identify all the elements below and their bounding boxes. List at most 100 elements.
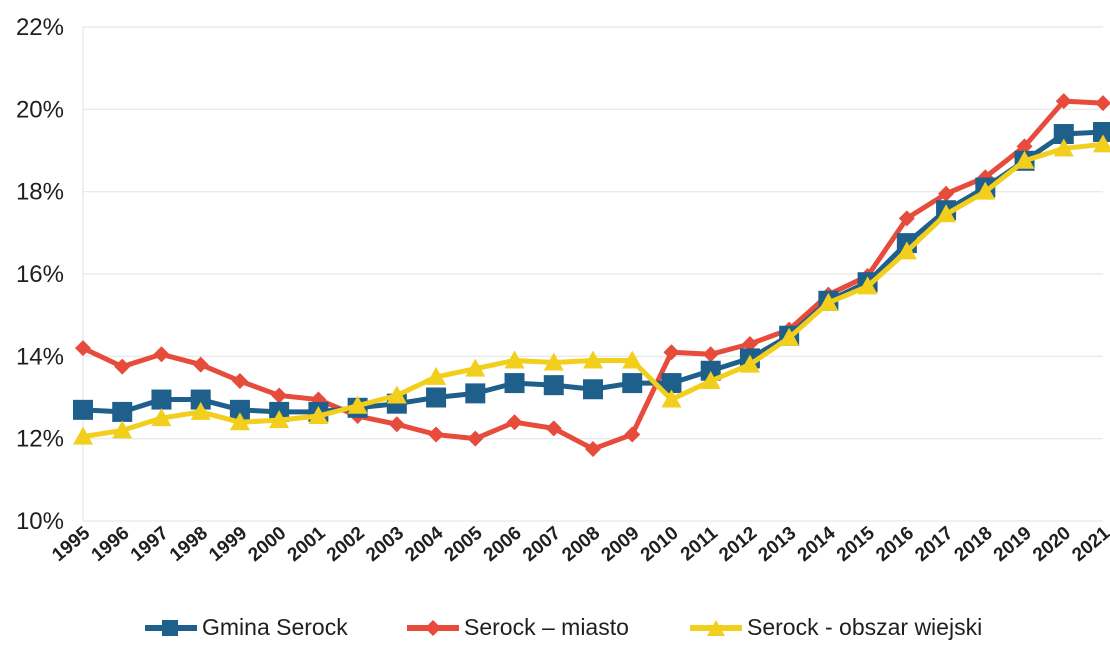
x-tick-label: 2000 [244, 523, 290, 566]
data-point [426, 366, 447, 385]
y-tick-label: 14% [16, 343, 64, 370]
legend-label: Gmina Serock [202, 614, 348, 640]
data-point [73, 399, 93, 420]
data-point [229, 399, 250, 420]
data-point [112, 401, 133, 422]
data-point [898, 210, 915, 227]
data-point [661, 389, 682, 408]
legend: Gmina Serock Serock – miasto Serock - ob… [0, 614, 1110, 642]
data-point [151, 389, 172, 410]
x-tick-label: 2003 [362, 523, 408, 566]
x-tick-label: 2012 [715, 523, 761, 566]
y-tick-label: 16% [16, 261, 64, 288]
legend-label: Serock - obszar wiejski [747, 614, 983, 640]
data-point [1016, 138, 1033, 155]
data-point [426, 387, 447, 408]
x-tick-label: 2014 [794, 522, 840, 566]
data-point [936, 204, 957, 223]
legend-swatch-diamond [407, 619, 459, 636]
y-axis: 10% 12% 14% 16% 18% 20% 22% [16, 14, 64, 535]
data-point [467, 430, 484, 447]
data-point [504, 350, 525, 369]
data-point [73, 426, 93, 445]
data-point [428, 426, 445, 443]
data-point [702, 346, 719, 363]
y-tick-label: 18% [16, 179, 64, 206]
data-point [661, 373, 682, 394]
data-point [543, 375, 564, 396]
data-point [700, 360, 721, 381]
x-tick-label: 2016 [872, 523, 918, 566]
data-point [190, 401, 211, 420]
data-point [583, 379, 603, 400]
data-point [975, 181, 996, 200]
data-point [857, 276, 878, 295]
data-point [112, 420, 133, 439]
data-point [151, 408, 172, 427]
data-point [543, 352, 564, 371]
data-point [1093, 121, 1110, 142]
x-tick-label: 1998 [166, 523, 212, 566]
series-triangle [73, 134, 1110, 445]
x-tick-label: 2006 [480, 523, 526, 566]
data-point [663, 344, 680, 361]
data-point [622, 373, 643, 394]
x-tick-label: 2001 [284, 522, 330, 566]
x-tick-label: 2007 [519, 523, 565, 566]
data-point [114, 358, 131, 375]
x-tick-label: 2011 [677, 522, 722, 565]
data-point [347, 395, 368, 414]
data-point [192, 356, 209, 373]
x-tick-label: 2005 [441, 522, 487, 566]
y-tick-label: 12% [16, 426, 64, 453]
x-tick-label: 2010 [637, 523, 683, 566]
legend-item-serock-miasto: Serock – miasto [405, 614, 629, 641]
y-tick-label: 20% [16, 96, 64, 123]
data-point [545, 420, 562, 437]
y-tick-label: 22% [16, 14, 64, 41]
data-point [271, 387, 288, 404]
data-point [190, 389, 211, 410]
data-point [1095, 95, 1110, 112]
data-point [1093, 134, 1110, 153]
legend-label: Serock – miasto [464, 614, 629, 640]
x-tick-label: 2008 [558, 523, 604, 566]
data-point [504, 373, 525, 394]
data-point [818, 292, 839, 311]
x-tick-label: 2019 [990, 523, 1036, 566]
data-point [386, 385, 407, 404]
x-tick-label: 2018 [951, 523, 997, 566]
data-point [585, 440, 601, 457]
data-point [1055, 93, 1072, 110]
legend-item-gmina-serock: Gmina Serock [143, 614, 348, 641]
data-point [896, 241, 917, 260]
series-line [80, 129, 1106, 415]
data-point [622, 350, 643, 369]
x-tick-label: 2002 [323, 523, 369, 566]
line-chart: 10% 12% 14% 16% 18% 20% 22% 199519961997199819… [16, 14, 1110, 566]
data-point [739, 354, 760, 373]
legend-swatch-square [145, 619, 197, 636]
x-tick-label: 2004 [401, 522, 447, 566]
x-tick-label: 2020 [1029, 523, 1075, 566]
data-point [1014, 150, 1035, 169]
data-point [583, 350, 603, 369]
data-point [231, 373, 248, 390]
data-point [269, 410, 290, 429]
data-point [388, 416, 405, 433]
data-point [506, 414, 523, 431]
x-axis: 1995199619971998199920002001200220032004… [48, 522, 1110, 566]
data-point [465, 358, 486, 377]
x-tick-label: 2015 [833, 522, 879, 566]
data-point [938, 185, 955, 202]
x-tick-label: 2021 [1068, 522, 1110, 566]
data-point [779, 327, 800, 346]
data-point [153, 346, 170, 363]
data-point [75, 340, 91, 357]
data-point [465, 383, 486, 404]
x-tick-label: 1999 [205, 523, 251, 566]
data-point [741, 335, 758, 352]
data-point [308, 406, 329, 425]
x-tick-label: 2009 [598, 523, 644, 566]
data-point [700, 371, 721, 390]
